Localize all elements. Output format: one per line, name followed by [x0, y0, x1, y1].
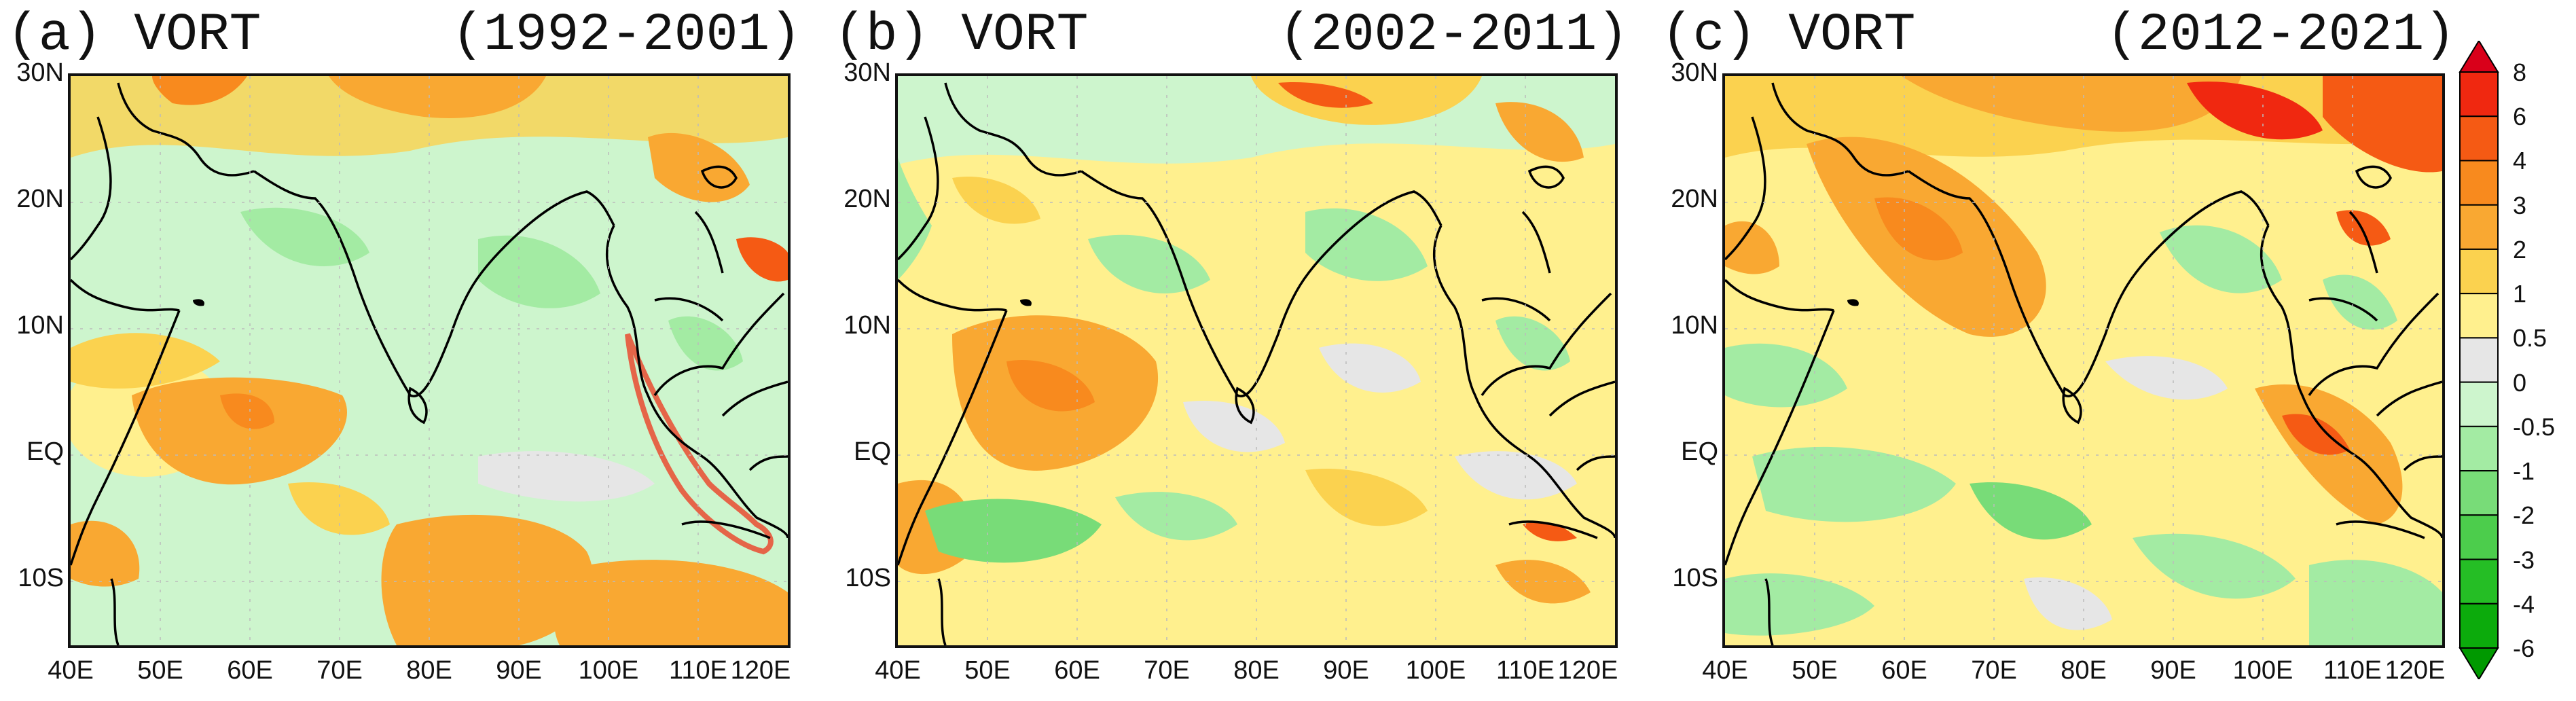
y-tick: 10S	[1672, 564, 1718, 592]
x-tick: 70E	[1144, 656, 1190, 685]
x-tick: 120E	[2384, 656, 2446, 685]
panel-title: (b) VORT (2002-2011)	[827, 0, 1629, 75]
y-tick: 20N	[1671, 185, 1718, 213]
x-tick: 60E	[1054, 656, 1100, 685]
x-tick: 100E	[2232, 656, 2293, 685]
y-tick: 30N	[16, 58, 64, 87]
colorbar-segment	[2459, 381, 2499, 427]
x-tick: 110E	[2323, 656, 2382, 685]
colorbar-label: -4	[2513, 590, 2535, 618]
panel-period: (1992-2001)	[452, 5, 801, 65]
colorbar-segment	[2459, 160, 2499, 206]
x-tick: 110E	[1496, 656, 1555, 685]
colorbar-label: 2	[2513, 235, 2527, 264]
x-tick: 40E	[1702, 656, 1748, 685]
panel-label: (b) VORT	[834, 5, 1089, 65]
x-tick: 60E	[227, 656, 273, 685]
map-field	[71, 76, 788, 645]
y-tick: 10N	[1671, 311, 1718, 340]
y-tick: 10N	[16, 311, 64, 340]
x-tick: 110E	[669, 656, 727, 685]
colorbar-label: 1	[2513, 280, 2527, 308]
panel-period: (2012-2021)	[2106, 5, 2456, 65]
panel-title: (a) VORT (1992-2001)	[0, 0, 801, 75]
colorbar-label: 8	[2513, 58, 2527, 86]
y-tick: EQ	[26, 437, 64, 466]
x-tick: 70E	[316, 656, 363, 685]
x-tick: 120E	[730, 656, 791, 685]
vorticity-map	[895, 73, 1618, 648]
colorbar-segment	[2459, 514, 2499, 560]
x-tick: 40E	[875, 656, 921, 685]
x-tick: 100E	[578, 656, 639, 685]
y-tick: 20N	[16, 185, 64, 213]
y-tick: 30N	[843, 58, 891, 87]
x-tick: 120E	[1557, 656, 1618, 685]
colorbar-label: 0.5	[2513, 324, 2547, 353]
colorbar-label: 4	[2513, 147, 2527, 175]
vorticity-map	[68, 73, 791, 648]
x-tick: 80E	[2061, 656, 2107, 685]
x-tick: 50E	[964, 656, 1011, 685]
map-field	[898, 76, 1615, 645]
colorbar-segment	[2459, 248, 2499, 295]
map-field	[1725, 76, 2442, 645]
y-tick: 20N	[843, 185, 891, 213]
colorbar-label: -6	[2513, 634, 2535, 662]
panel-c: (c) VORT (2012-2021)	[1654, 0, 2456, 701]
y-tick: 10S	[845, 564, 891, 592]
x-tick: 70E	[1971, 656, 2017, 685]
colorbar-label: -2	[2513, 501, 2535, 530]
colorbar-segment	[2459, 470, 2499, 516]
x-tick: 90E	[496, 656, 542, 685]
panel-title: (c) VORT (2012-2021)	[1654, 0, 2456, 75]
panel-period: (2002-2011)	[1279, 5, 1629, 65]
colorbar-segment	[2459, 293, 2499, 339]
colorbar-top-triangle	[2459, 41, 2499, 73]
x-tick: 40E	[48, 656, 94, 685]
colorbar-segment	[2459, 337, 2499, 383]
panel-b: (b) VORT (2002-2011)	[827, 0, 1629, 701]
x-tick: 50E	[1792, 656, 1838, 685]
colorbar-segment	[2459, 71, 2499, 118]
colorbar-segment	[2459, 425, 2499, 472]
colorbar-label: 3	[2513, 191, 2527, 219]
x-tick: 60E	[1881, 656, 1927, 685]
y-tick: 10N	[843, 311, 891, 340]
panel-label: (a) VORT	[7, 5, 261, 65]
colorbar-label: -1	[2513, 457, 2535, 486]
colorbar-label: -0.5	[2513, 412, 2556, 441]
colorbar-label: -3	[2513, 545, 2535, 574]
panel-label: (c) VORT	[1661, 5, 1916, 65]
colorbar-segment	[2459, 204, 2499, 250]
y-tick: 30N	[1671, 58, 1718, 87]
colorbar-segment	[2459, 115, 2499, 162]
vorticity-map	[1722, 73, 2445, 648]
colorbar	[2459, 41, 2499, 679]
x-tick: 90E	[2150, 656, 2196, 685]
y-tick: 10S	[18, 564, 64, 592]
colorbar-label: 0	[2513, 368, 2527, 397]
x-tick: 100E	[1405, 656, 1466, 685]
x-tick: 80E	[1233, 656, 1280, 685]
x-tick: 80E	[406, 656, 452, 685]
x-tick: 50E	[137, 656, 183, 685]
colorbar-bottom-triangle	[2459, 647, 2499, 679]
colorbar-label: 6	[2513, 103, 2527, 131]
colorbar-segment	[2459, 558, 2499, 605]
y-tick: EQ	[1681, 437, 1718, 466]
x-tick: 90E	[1323, 656, 1369, 685]
panel-a: (a) VORT (1992-2001)	[0, 0, 801, 701]
y-tick: EQ	[854, 437, 891, 466]
colorbar-segment	[2459, 603, 2499, 649]
